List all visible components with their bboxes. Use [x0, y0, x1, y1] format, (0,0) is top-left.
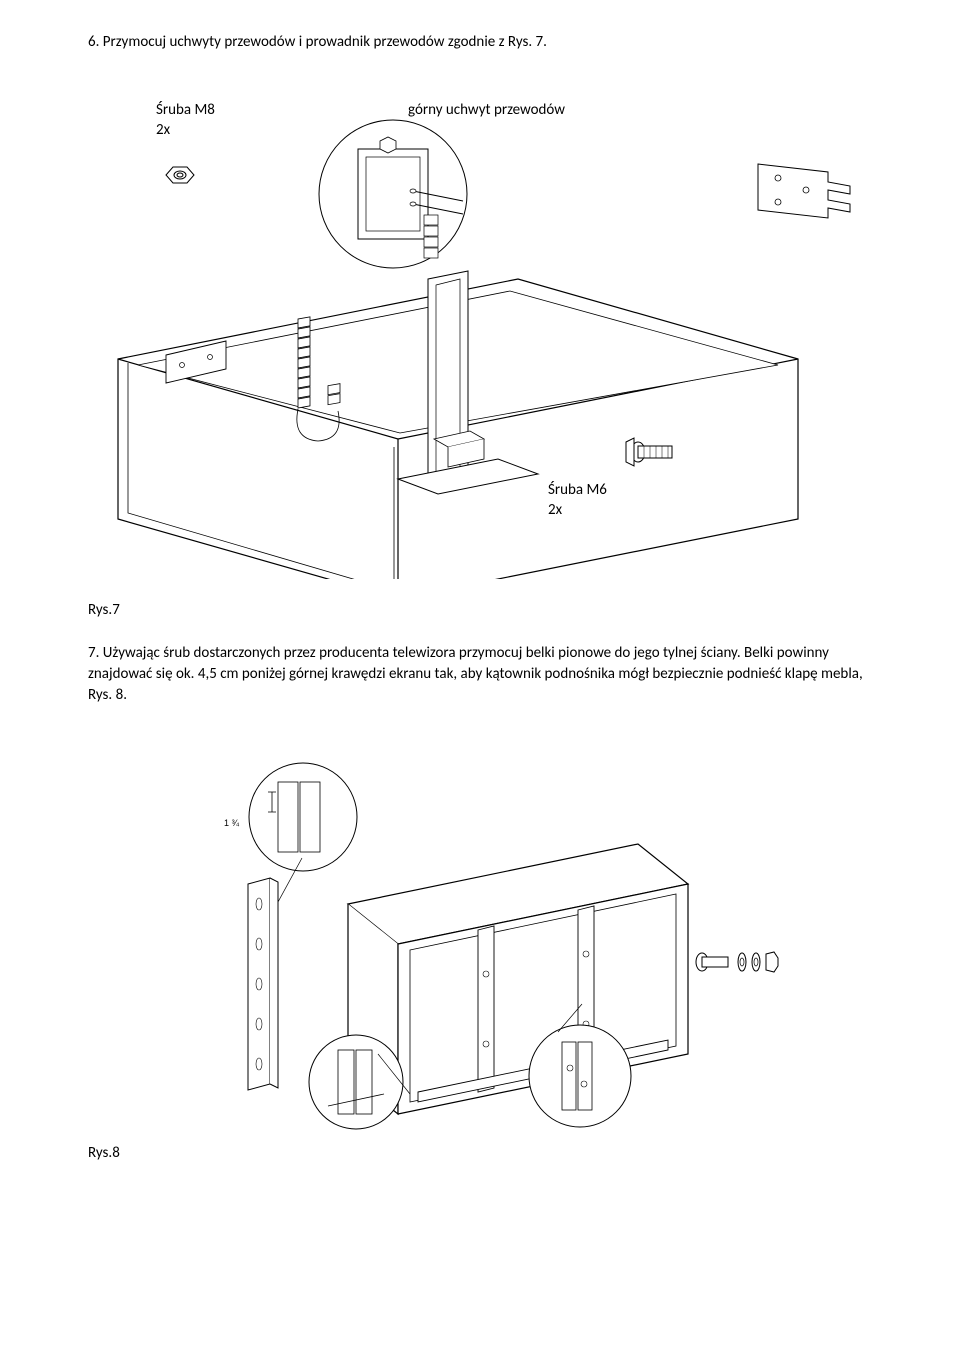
label-m6-line2: 2x: [548, 501, 562, 519]
figure-7-caption: Rys.7: [88, 601, 872, 619]
step-6-text: 6. Przymocuj uchwyty przewodów i prowadn…: [88, 32, 872, 53]
ruler-label: 1 ¾: [224, 818, 240, 828]
step-7-text: 7. Używając śrub dostarczonych przez pro…: [88, 643, 872, 706]
label-sruba-m6: Śruba M6 2x: [548, 481, 607, 520]
figure-7-svg: [88, 119, 868, 579]
figure-7-area: Śruba M8 2x górny uchwyt przewodów: [88, 101, 872, 581]
figure-8-area: 1 ¾: [148, 754, 932, 1134]
figure-8-caption: Rys.8: [88, 1144, 872, 1162]
label-m6-line1: Śruba M6: [548, 481, 607, 499]
label-upper-holder: górny uchwyt przewodów: [408, 101, 565, 121]
label-m8-line1: Śruba M8: [156, 101, 215, 119]
figure-8-svg: 1 ¾: [148, 754, 788, 1134]
